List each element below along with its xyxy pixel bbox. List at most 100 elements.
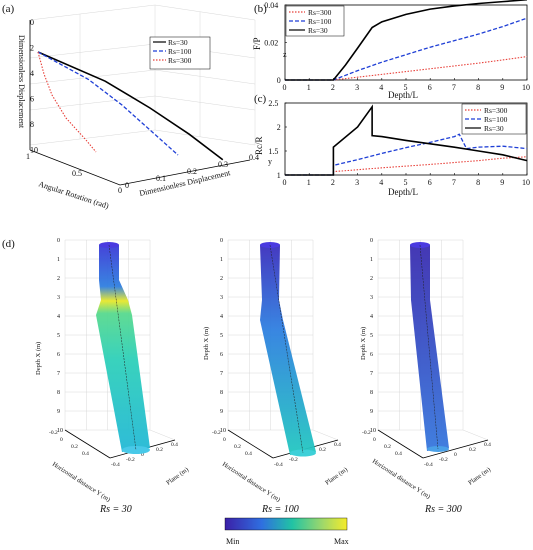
series-line [285,156,528,176]
pile2-plane-label: Plane (m) [324,466,349,486]
pile-rs300: 012345678910-0.200.20.4-0.4-0.200.20.4-0… [362,238,491,468]
plane-tick: 0.2 [319,447,326,453]
pile2-depth-label: Depth X (m) [203,327,210,360]
hy-tick: 0.2 [384,444,391,450]
depth-tick: 5 [370,333,373,339]
hy-tick: 0.2 [234,444,241,450]
hy-tick: -0.2 [212,430,221,436]
depth-tick: 4 [57,314,60,320]
plane-tick: 0.4 [484,442,491,448]
hy-tick: 0 [373,437,376,443]
panel-b-series [285,0,528,81]
series-line [285,0,528,81]
depth-tick: 7 [370,371,373,377]
x-tick-label: 7 [452,83,456,92]
depth-tick: 10 [370,428,376,434]
legend-text: Rs=300 [484,106,508,115]
plane-tick: 0 [454,452,457,458]
panel-b: (b) 0 1 2 3 4 5 6 7 8 9 10 0 0.02 0.04 F/P Depth/L Rs… [252,0,530,100]
depth-tick: 2 [57,276,60,282]
colorbar-min: Min [226,537,239,546]
series-line [285,104,528,176]
depth-tick: 0 [370,238,373,244]
a-z-tick: 2 [30,44,34,53]
a-z-tick: 6 [30,95,34,104]
plane-tick: -0.2 [439,457,448,463]
depth-tick: 9 [370,409,373,415]
hy-tick: 0 [60,437,63,443]
pile-rs30: 012345678910-0.200.20.4-0.4-0.200.20.4-0… [49,238,178,468]
y-tick-label: 1 [277,171,281,180]
depth-tick: 1 [370,257,373,263]
x-tick-label: 4 [379,83,383,92]
a-y-tick: 0 [125,181,129,190]
a-legend-text: Rs=30 [168,38,188,47]
a-z-tick: 0 [30,18,34,27]
hy-tick: -0.2 [362,430,371,436]
caption-rs300: Rs = 300 [424,504,462,515]
legend-text: Rs=300 [308,8,332,17]
panel-a-zlabel: Dimensionless Displacement [17,35,26,129]
depth-tick: 7 [220,371,223,377]
panel-c-ylabel: Rc/R [254,136,264,155]
x-tick-label: 3 [355,178,359,187]
a-y-tick: 0.4 [249,153,259,162]
a-legend-text: Rs=100 [168,47,192,56]
panel-a-z-ticks: 0 2 4 6 8 10 [30,18,38,155]
pile1-depth-label: Depth X (m) [35,342,42,375]
panel-d-label: (d) [2,238,15,250]
x-tick-label: 8 [476,83,480,92]
plane-tick: 0.4 [334,442,341,448]
x-tick-label: 2 [331,83,335,92]
hy-tick: 0.4 [82,451,89,457]
panel-b-label: (b) [254,3,267,15]
a-x-tick: 0 [118,186,122,195]
panel-c-xlabel: Depth/L [388,187,418,197]
a-z-tick: 8 [30,120,34,129]
plane-tick: 0.4 [171,442,178,448]
depth-tick: 2 [370,276,373,282]
legend-text: Rs=100 [308,17,332,26]
legend-text: Rs=30 [484,124,504,133]
plane-tick: 0.2 [156,447,163,453]
x-tick-label: 10 [522,178,530,187]
x-tick-label: 6 [428,178,432,187]
depth-tick: 8 [220,390,223,396]
depth-tick: 6 [57,352,60,358]
a-x-tick: 1 [26,152,30,161]
pile2-hy-label: Horizontal distance Y (m) [221,461,281,504]
hy-tick: 0.2 [71,444,78,450]
depth-tick: 3 [220,295,223,301]
x-tick-label: 9 [500,83,504,92]
caption-rs100: Rs = 100 [261,504,299,515]
panel-c-series [285,104,528,176]
x-tick-label: 4 [379,178,383,187]
x-tick-label: 0 [283,178,287,187]
depth-tick: 0 [220,238,223,244]
depth-tick: 4 [220,314,223,320]
series-line [285,56,528,81]
svg-text:y: y [268,157,272,166]
y-tick-label: 1.5 [268,147,278,156]
panel-b-xlabel: Depth/L [388,90,418,100]
panel-a-floor-axis [29,149,251,186]
x-tick-label: 9 [500,178,504,187]
plane-tick: -0.4 [424,462,433,468]
depth-tick: 1 [57,257,60,263]
x-tick-label: 10 [522,83,530,92]
panel-a-y-ticks: 0 0.1 0.2 0.3 0.4 [125,153,259,190]
panel-d: (d) [2,238,492,546]
depth-tick: 2 [220,276,223,282]
depth-tick: 5 [220,333,223,339]
panel-a-xlabel: Angular Rotation (rad) [37,179,110,210]
depth-tick: 7 [57,371,60,377]
pile1-plane-label: Plane (m) [165,466,190,486]
a-series-line [37,51,179,156]
colorbar-gradient [224,517,348,531]
a-series-line [37,51,224,161]
x-tick-label: 1 [307,178,311,187]
